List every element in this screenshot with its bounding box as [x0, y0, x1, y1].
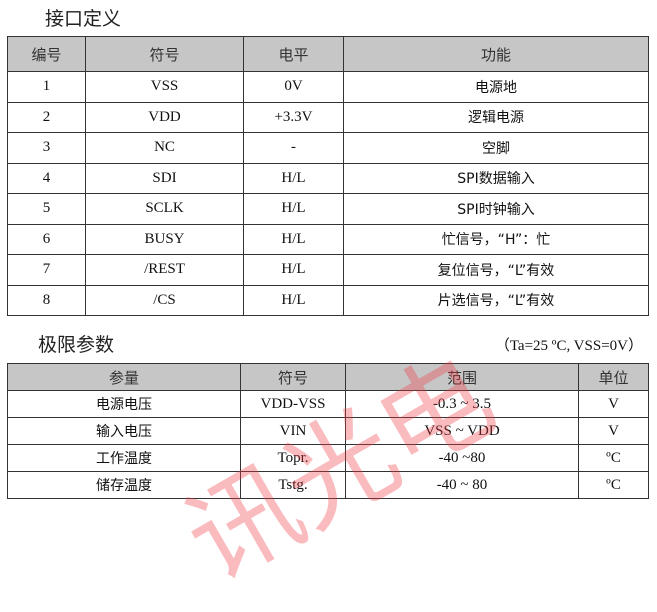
limits-title: 极限参数 — [38, 334, 115, 356]
table-cell: +3.3V — [243, 101, 344, 133]
limits-table: 参量 符号 范围 单位 电源电压 VDD-VSS -0.3 ~ 3.5 V 输入电压 VI… — [7, 363, 649, 499]
header-cell: 符号 — [240, 363, 346, 391]
table-cell: 空脚 — [343, 132, 649, 164]
table-cell: 逻辑电源 — [343, 101, 649, 133]
table-cell: VSS ~ VDD — [345, 417, 579, 445]
table-cell: 1 — [7, 71, 86, 103]
interface-table: 编号 符号 电平 功能 1 VSS 0V 电源地 2 VDD +3.3V 逻辑电源 3 NC - 空脚… — [7, 36, 649, 316]
table-cell: /CS — [85, 284, 244, 316]
table-cell: 电源电压 — [7, 390, 241, 418]
header-cell: 符号 — [85, 36, 244, 72]
table-cell: VIN — [240, 417, 346, 445]
table-cell: 储存温度 — [7, 471, 241, 499]
table-cell: NC — [85, 132, 244, 164]
table-cell: /REST — [85, 254, 244, 286]
table-row: 电源电压 VDD-VSS -0.3 ~ 3.5 V — [7, 390, 649, 418]
table-cell: H/L — [243, 254, 344, 286]
header-row: 参量 符号 范围 单位 — [7, 363, 649, 391]
table-row: 1 VSS 0V 电源地 — [7, 71, 649, 103]
table-row: 2 VDD +3.3V 逻辑电源 — [7, 101, 649, 133]
table-cell: H/L — [243, 223, 344, 255]
table-cell: -40 ~ 80 — [345, 471, 579, 499]
table-row: 储存温度 Tstg. -40 ~ 80 ºC — [7, 471, 649, 499]
table-row: 4 SDI H/L SPI数据输入 — [7, 162, 649, 194]
table-cell: 8 — [7, 284, 86, 316]
header-cell: 范围 — [345, 363, 579, 391]
table-row: 7/REST H/L 复位信号，“L”有效 — [7, 254, 649, 286]
table-cell: 电源地 — [343, 71, 649, 103]
table-cell: 忙信号，“H”：忙 — [343, 223, 649, 255]
table-row: 3 NC - 空脚 — [7, 132, 649, 164]
table-cell: 7 — [7, 254, 86, 286]
table-cell: BUSY — [85, 223, 244, 255]
header-cell: 参量 — [7, 363, 241, 391]
table-cell: - — [243, 132, 344, 164]
table-cell: H/L — [243, 284, 344, 316]
table-cell: 输入电压 — [7, 417, 241, 445]
table-row: 工作温度 Topr. -40 ~80 ºC — [7, 444, 649, 472]
table-cell: VDD — [85, 101, 244, 133]
table-row: 8/CS H/L 片选信号，“L”有效 — [7, 284, 649, 316]
header-cell: 单位 — [578, 363, 649, 391]
table-cell: V — [578, 417, 649, 445]
header-cell: 编号 — [7, 36, 86, 72]
table-cell: 3 — [7, 132, 86, 164]
table-cell: 工作温度 — [7, 444, 241, 472]
table-cell: ºC — [578, 444, 649, 472]
table-cell: Tstg. — [240, 471, 346, 499]
table-cell: 复位信号，“L”有效 — [343, 254, 649, 286]
table-cell: ºC — [578, 471, 649, 499]
table-cell: 5 — [7, 193, 86, 225]
table-cell: 0V — [243, 71, 344, 103]
table-cell: H/L — [243, 193, 344, 225]
table-cell: 6 — [7, 223, 86, 255]
table-cell: 片选信号，“L”有效 — [343, 284, 649, 316]
table-row: 输入电压 VIN VSS ~ VDD V — [7, 417, 649, 445]
table-cell: 2 — [7, 101, 86, 133]
header-cell: 功能 — [343, 36, 649, 72]
table-row: 6 BUSY H/L 忙信号，“H”：忙 — [7, 223, 649, 255]
table-row: 5 SCLK H/L SPI时钟输入 — [7, 193, 649, 225]
table-cell: Topr. — [240, 444, 346, 472]
table-cell: SPI数据输入 — [343, 162, 649, 194]
table-cell: VDD-VSS — [240, 390, 346, 418]
table-cell: -40 ~80 — [345, 444, 579, 472]
header-row: 编号 符号 电平 功能 — [7, 36, 649, 72]
table-cell: -0.3 ~ 3.5 — [345, 390, 579, 418]
header-cell: 电平 — [243, 36, 344, 72]
table-cell: VSS — [85, 71, 244, 103]
table-cell: SPI时钟输入 — [343, 193, 649, 225]
interface-title: 接口定义 — [45, 8, 122, 30]
table-cell: SDI — [85, 162, 244, 194]
table-cell: 4 — [7, 162, 86, 194]
table-cell: SCLK — [85, 193, 244, 225]
table-cell: H/L — [243, 162, 344, 194]
limits-condition: （Ta=25 ºC, VSS=0V） — [494, 338, 643, 354]
table-cell: V — [578, 390, 649, 418]
